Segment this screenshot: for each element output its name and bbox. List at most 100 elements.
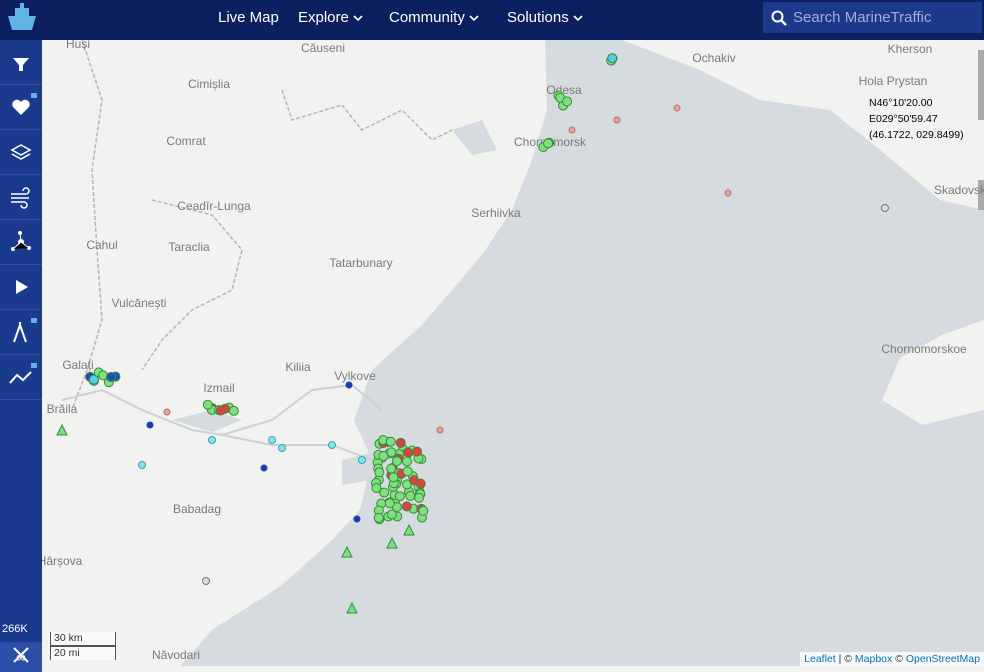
vessel-marker[interactable] [562, 96, 573, 107]
vessel-marker[interactable] [138, 461, 146, 469]
vessel-marker[interactable] [673, 104, 681, 112]
vessel-marker[interactable] [414, 492, 425, 503]
favorites-button[interactable] [0, 85, 42, 130]
vessel-marker[interactable] [724, 189, 732, 197]
vessel-marker[interactable] [405, 490, 416, 501]
route-button[interactable] [0, 355, 42, 400]
vessel-marker[interactable] [106, 371, 117, 382]
vessel-marker[interactable] [228, 405, 239, 416]
vessel-marker[interactable] [386, 536, 398, 549]
vessel-marker[interactable] [385, 436, 396, 447]
vessel-marker[interactable] [374, 467, 385, 478]
vessel-marker[interactable] [202, 399, 213, 410]
search-icon [771, 10, 787, 26]
vessel-marker[interactable] [388, 472, 399, 483]
place-label: Vulcănești [112, 296, 167, 310]
separator: © [895, 653, 903, 665]
vessel-marker[interactable] [56, 423, 68, 436]
vessel-marker[interactable] [881, 204, 889, 212]
vessel-marker[interactable] [412, 446, 423, 457]
icon [9, 363, 37, 384]
scale-bar: 30 km 20 mi [50, 632, 116, 660]
vessel-marker[interactable] [607, 53, 618, 64]
icon [10, 144, 32, 160]
vessel-marker[interactable] [401, 456, 412, 467]
vessel-marker[interactable] [215, 405, 226, 416]
river [61, 383, 383, 461]
scale-imperial: 20 mi [50, 646, 116, 660]
icon [12, 93, 37, 115]
vessel-marker[interactable] [268, 436, 276, 444]
map-control[interactable] [978, 180, 984, 210]
place-label: Kiliia [285, 360, 311, 374]
vessel-marker[interactable] [409, 475, 420, 486]
nav-explore[interactable]: Explore [298, 0, 363, 40]
vessel-marker[interactable] [371, 483, 382, 494]
playback-button[interactable] [0, 265, 42, 310]
vessel-marker[interactable] [345, 381, 353, 389]
osm-link[interactable]: OpenStreetMap [905, 653, 980, 665]
vessel-marker[interactable] [208, 436, 216, 444]
timer-text: ∞ [16, 649, 26, 665]
map-control[interactable] [978, 50, 984, 120]
mapbox-link[interactable]: Mapbox [854, 653, 893, 665]
vessel-marker[interactable] [403, 523, 415, 536]
vessel-marker[interactable] [260, 464, 268, 472]
vessel-marker[interactable] [163, 408, 171, 416]
nav-solutions[interactable]: Solutions [507, 0, 583, 40]
vessel-marker[interactable] [328, 441, 336, 449]
search-placeholder: Search MarineTraffic [793, 9, 932, 26]
map[interactable]: Huși Căuseni Cimișlia Comrat Ceadîr-Lunga Tar… [42, 40, 984, 666]
place-label: Căuseni [301, 41, 345, 55]
place-label: Taraclia [168, 240, 210, 254]
vessel-marker[interactable] [613, 116, 621, 124]
vessel-count: 266K [2, 623, 28, 635]
vessel-marker[interactable] [98, 370, 109, 381]
vessel-marker[interactable] [436, 426, 444, 434]
leaflet-link[interactable]: Leaflet [804, 653, 836, 665]
vessel-marker[interactable] [402, 447, 413, 458]
place-label: Skadovsk [934, 183, 984, 197]
nav-community[interactable]: Community [389, 0, 479, 40]
vessel-marker[interactable] [373, 512, 384, 523]
vessel-marker[interactable] [378, 451, 389, 462]
vessel-marker[interactable] [384, 498, 395, 509]
layers-button[interactable] [0, 130, 42, 175]
fullscreen-button[interactable] [0, 634, 42, 666]
weather-button[interactable] [0, 175, 42, 220]
measure-button[interactable] [0, 310, 42, 355]
vessel-marker[interactable] [202, 577, 210, 585]
vessel-marker[interactable] [395, 437, 406, 448]
vessel-marker[interactable] [353, 515, 361, 523]
vessel-marker[interactable] [88, 374, 99, 385]
place-label: Kherson [888, 42, 933, 56]
decimal-coordinates: (46.1722, 029.8499) [869, 129, 964, 141]
logo[interactable] [2, 0, 42, 40]
nav-text: Solutions [507, 9, 569, 26]
vessel-marker[interactable] [146, 421, 154, 429]
density-button[interactable] [0, 220, 42, 265]
vessel-marker[interactable] [418, 505, 429, 516]
vessel-marker[interactable] [346, 601, 358, 614]
chevron [469, 15, 479, 22]
vessel-marker[interactable] [386, 509, 397, 520]
place-label: Hola Prystan [859, 74, 928, 88]
place-label: Cimișlia [188, 77, 230, 91]
vessel-marker[interactable] [278, 444, 286, 452]
vessel-marker[interactable] [568, 126, 576, 134]
vessel-marker[interactable] [543, 138, 554, 149]
vessel-marker[interactable] [391, 456, 402, 467]
search-box[interactable]: Search MarineTraffic [763, 2, 982, 33]
place-label: Ceadîr-Lunga [177, 199, 251, 213]
separator: | © [838, 653, 852, 665]
vessel-marker[interactable] [341, 545, 353, 558]
place-label: Tatarbunary [329, 256, 392, 270]
vessel-marker[interactable] [386, 447, 397, 458]
vessel-marker[interactable] [401, 501, 412, 512]
vessel-marker[interactable] [402, 466, 413, 477]
vessel-marker[interactable] [379, 487, 390, 498]
vessel-marker[interactable] [358, 456, 366, 464]
nav-live-map[interactable]: Live Map [218, 0, 279, 40]
vessel-marker[interactable] [394, 491, 405, 502]
filter-button[interactable] [0, 40, 42, 85]
